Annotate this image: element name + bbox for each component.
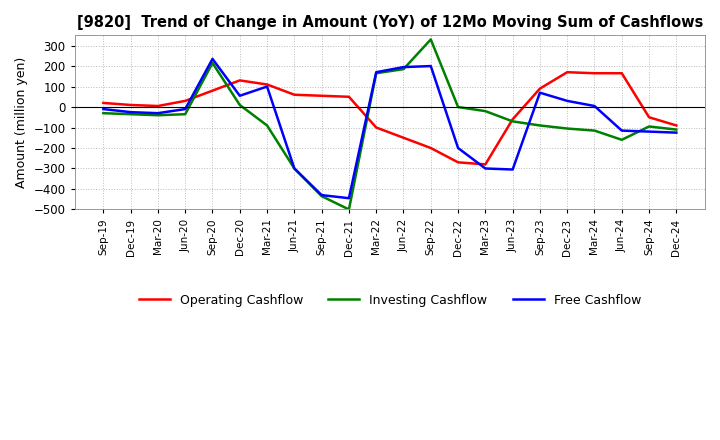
Free Cashflow [590, 103, 599, 109]
Free Cashflow [318, 192, 326, 198]
Free Cashflow [345, 195, 354, 201]
Free Cashflow [454, 145, 462, 150]
Free Cashflow [181, 106, 189, 112]
Operating Cashflow [536, 86, 544, 91]
Investing Cashflow [345, 207, 354, 212]
Investing Cashflow [563, 126, 572, 131]
Investing Cashflow [208, 60, 217, 66]
Free Cashflow [644, 129, 653, 134]
Free Cashflow [618, 128, 626, 133]
Investing Cashflow [263, 123, 271, 128]
Line: Free Cashflow: Free Cashflow [104, 59, 676, 198]
Free Cashflow [399, 64, 408, 70]
Operating Cashflow [181, 98, 189, 103]
Investing Cashflow [235, 103, 244, 108]
Free Cashflow [536, 90, 544, 95]
Operating Cashflow [345, 94, 354, 99]
Free Cashflow [508, 167, 517, 172]
Investing Cashflow [644, 124, 653, 129]
Line: Operating Cashflow: Operating Cashflow [104, 72, 676, 165]
Operating Cashflow [318, 93, 326, 99]
Free Cashflow [372, 70, 381, 75]
Operating Cashflow [99, 100, 108, 106]
Investing Cashflow [318, 194, 326, 199]
Operating Cashflow [481, 162, 490, 167]
Investing Cashflow [618, 137, 626, 143]
Investing Cashflow [426, 37, 435, 42]
Investing Cashflow [181, 112, 189, 117]
Operating Cashflow [290, 92, 299, 97]
Free Cashflow [235, 93, 244, 99]
Investing Cashflow [590, 128, 599, 133]
Operating Cashflow [372, 125, 381, 130]
Operating Cashflow [208, 88, 217, 93]
Investing Cashflow [399, 66, 408, 72]
Free Cashflow [263, 84, 271, 89]
Operating Cashflow [235, 78, 244, 83]
Investing Cashflow [126, 112, 135, 117]
Investing Cashflow [454, 104, 462, 110]
Y-axis label: Amount (million yen): Amount (million yen) [15, 57, 28, 188]
Operating Cashflow [508, 117, 517, 122]
Operating Cashflow [590, 70, 599, 76]
Investing Cashflow [99, 110, 108, 116]
Free Cashflow [126, 110, 135, 115]
Operating Cashflow [426, 145, 435, 150]
Operating Cashflow [454, 160, 462, 165]
Investing Cashflow [290, 166, 299, 171]
Operating Cashflow [618, 70, 626, 76]
Operating Cashflow [672, 123, 680, 128]
Investing Cashflow [372, 70, 381, 76]
Operating Cashflow [126, 103, 135, 108]
Operating Cashflow [644, 115, 653, 120]
Free Cashflow [208, 56, 217, 62]
Operating Cashflow [399, 135, 408, 140]
Line: Investing Cashflow: Investing Cashflow [104, 40, 676, 209]
Free Cashflow [672, 130, 680, 135]
Free Cashflow [153, 110, 162, 116]
Investing Cashflow [536, 123, 544, 128]
Free Cashflow [99, 106, 108, 112]
Investing Cashflow [672, 127, 680, 132]
Investing Cashflow [508, 119, 517, 124]
Free Cashflow [563, 98, 572, 103]
Operating Cashflow [563, 70, 572, 75]
Operating Cashflow [153, 103, 162, 109]
Free Cashflow [290, 166, 299, 171]
Investing Cashflow [481, 109, 490, 114]
Free Cashflow [481, 166, 490, 171]
Operating Cashflow [263, 82, 271, 87]
Legend: Operating Cashflow, Investing Cashflow, Free Cashflow: Operating Cashflow, Investing Cashflow, … [133, 289, 646, 312]
Title: [9820]  Trend of Change in Amount (YoY) of 12Mo Moving Sum of Cashflows: [9820] Trend of Change in Amount (YoY) o… [76, 15, 703, 30]
Free Cashflow [426, 63, 435, 69]
Investing Cashflow [153, 113, 162, 118]
